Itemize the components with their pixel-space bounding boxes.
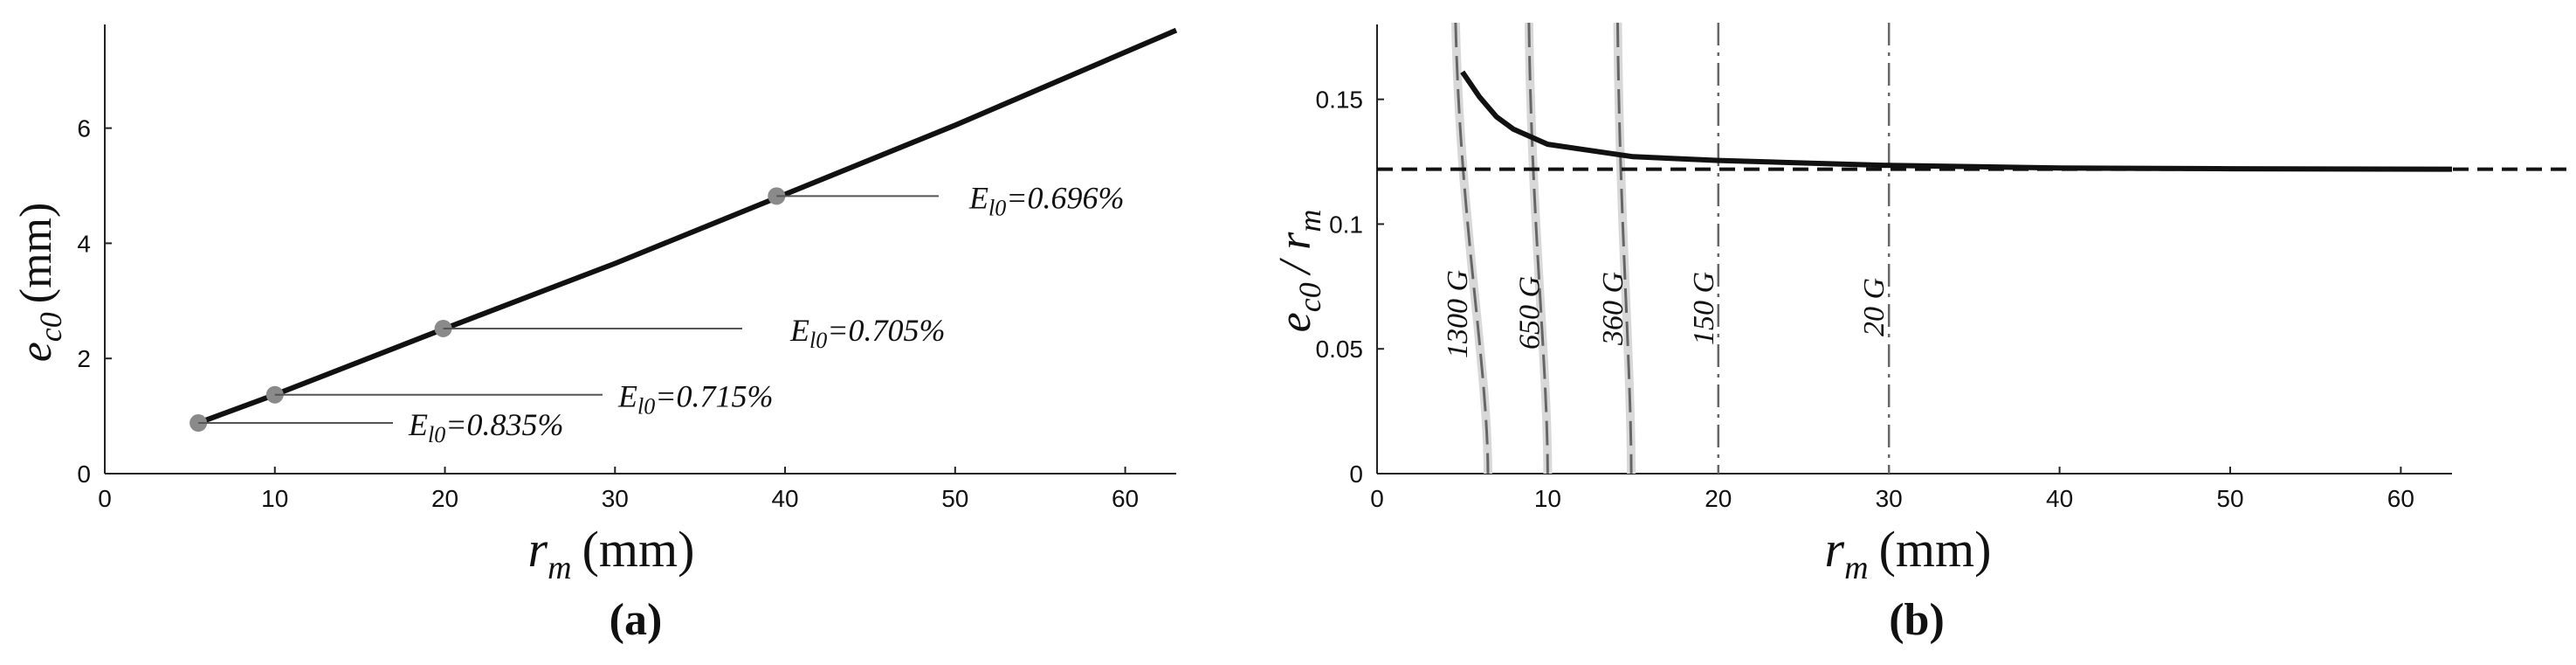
contour-label: 1300 G <box>1442 270 1474 358</box>
panel-a-axes <box>104 24 1176 475</box>
panel-b-y-tick-label: 0.1 <box>1329 211 1363 238</box>
contour-halo <box>1450 22 1492 475</box>
panel-a-series-line <box>197 27 1178 426</box>
annotation-label: El0=0.715% <box>617 379 774 419</box>
contour-label: 360 G <box>1597 272 1629 346</box>
panel-a-y-tick-label: 6 <box>77 115 91 142</box>
contour-line <box>1616 22 1633 475</box>
panel-b-x-tick-label: 50 <box>2216 485 2243 512</box>
contour-label: 650 G <box>1513 276 1546 350</box>
panel-a-xlabel: rm (mm) <box>528 521 695 586</box>
annotation-label: El0=0.835% <box>408 407 564 447</box>
panel-b-x-tick-label: 20 <box>1705 485 1732 512</box>
panel-b-x-tick-label: 60 <box>2387 485 2414 512</box>
panel-b-ticks: 0 10 20 30 40 50 60 0 0.05 0.1 0.15 <box>1316 87 2414 512</box>
panel-a-label: (a) <box>610 595 663 645</box>
panel-a-y-tick-label: 4 <box>77 230 91 257</box>
panel-a-y-tick-label: 0 <box>77 461 91 488</box>
contour-line <box>1527 22 1549 475</box>
panel-b-ylabel: ec0/ rm <box>1271 210 1327 333</box>
panel-b-x-tick-label: 40 <box>2046 485 2073 512</box>
panel-b-contours: 1300 G 650 G 360 G 150 G 20 G <box>1442 22 1891 475</box>
panel-b-x-tick-label: 30 <box>1876 485 1903 512</box>
panel-a-annotations: El0=0.835% El0=0.715% El0=0.705% El0=0.696% <box>198 180 1125 447</box>
panel-a-ylabel: ec0(mm) <box>11 203 68 363</box>
panel-b-y-tick-label: 0 <box>1349 461 1363 488</box>
panel-a-x-tick-label: 50 <box>941 485 968 512</box>
panel-b-xlabel: rm (mm) <box>1825 521 1992 586</box>
panel-b-x-tick-label: 0 <box>1370 485 1384 512</box>
panel-b-series-line <box>1460 70 2453 172</box>
contour-line <box>1454 22 1490 475</box>
contour-label: 150 G <box>1688 272 1720 345</box>
panel-b-x-tick-label: 10 <box>1534 485 1561 512</box>
panel-a-x-tick-label: 40 <box>771 485 798 512</box>
annotation-label: El0=0.696% <box>968 180 1125 220</box>
panel-a-x-tick-label: 30 <box>602 485 629 512</box>
panel-b-y-tick-label: 0.05 <box>1316 336 1364 363</box>
panel-a-x-tick-label: 20 <box>431 485 458 512</box>
contour-label: 20 G <box>1858 278 1891 336</box>
panel-b-label: (b) <box>1889 595 1945 645</box>
panel-b: 0 10 20 30 40 50 60 0 0.05 0.1 0.15 1300 G 650 G 360… <box>1271 22 2572 645</box>
panel-a-x-tick-label: 10 <box>261 485 288 512</box>
panel-a-ticks: 0 10 20 30 40 50 60 0 2 4 6 <box>77 115 1139 512</box>
panel-b-y-tick-label: 0.15 <box>1316 87 1364 114</box>
panel-a-x-tick-label: 60 <box>1112 485 1139 512</box>
panel-b-series <box>1377 70 2572 172</box>
panel-a-y-tick-label: 2 <box>77 345 91 372</box>
annotation-label: El0=0.705% <box>789 313 946 353</box>
panel-a-series <box>189 27 1178 433</box>
panel-a-x-tick-label: 0 <box>98 485 112 512</box>
panel-a-marker <box>434 319 452 337</box>
